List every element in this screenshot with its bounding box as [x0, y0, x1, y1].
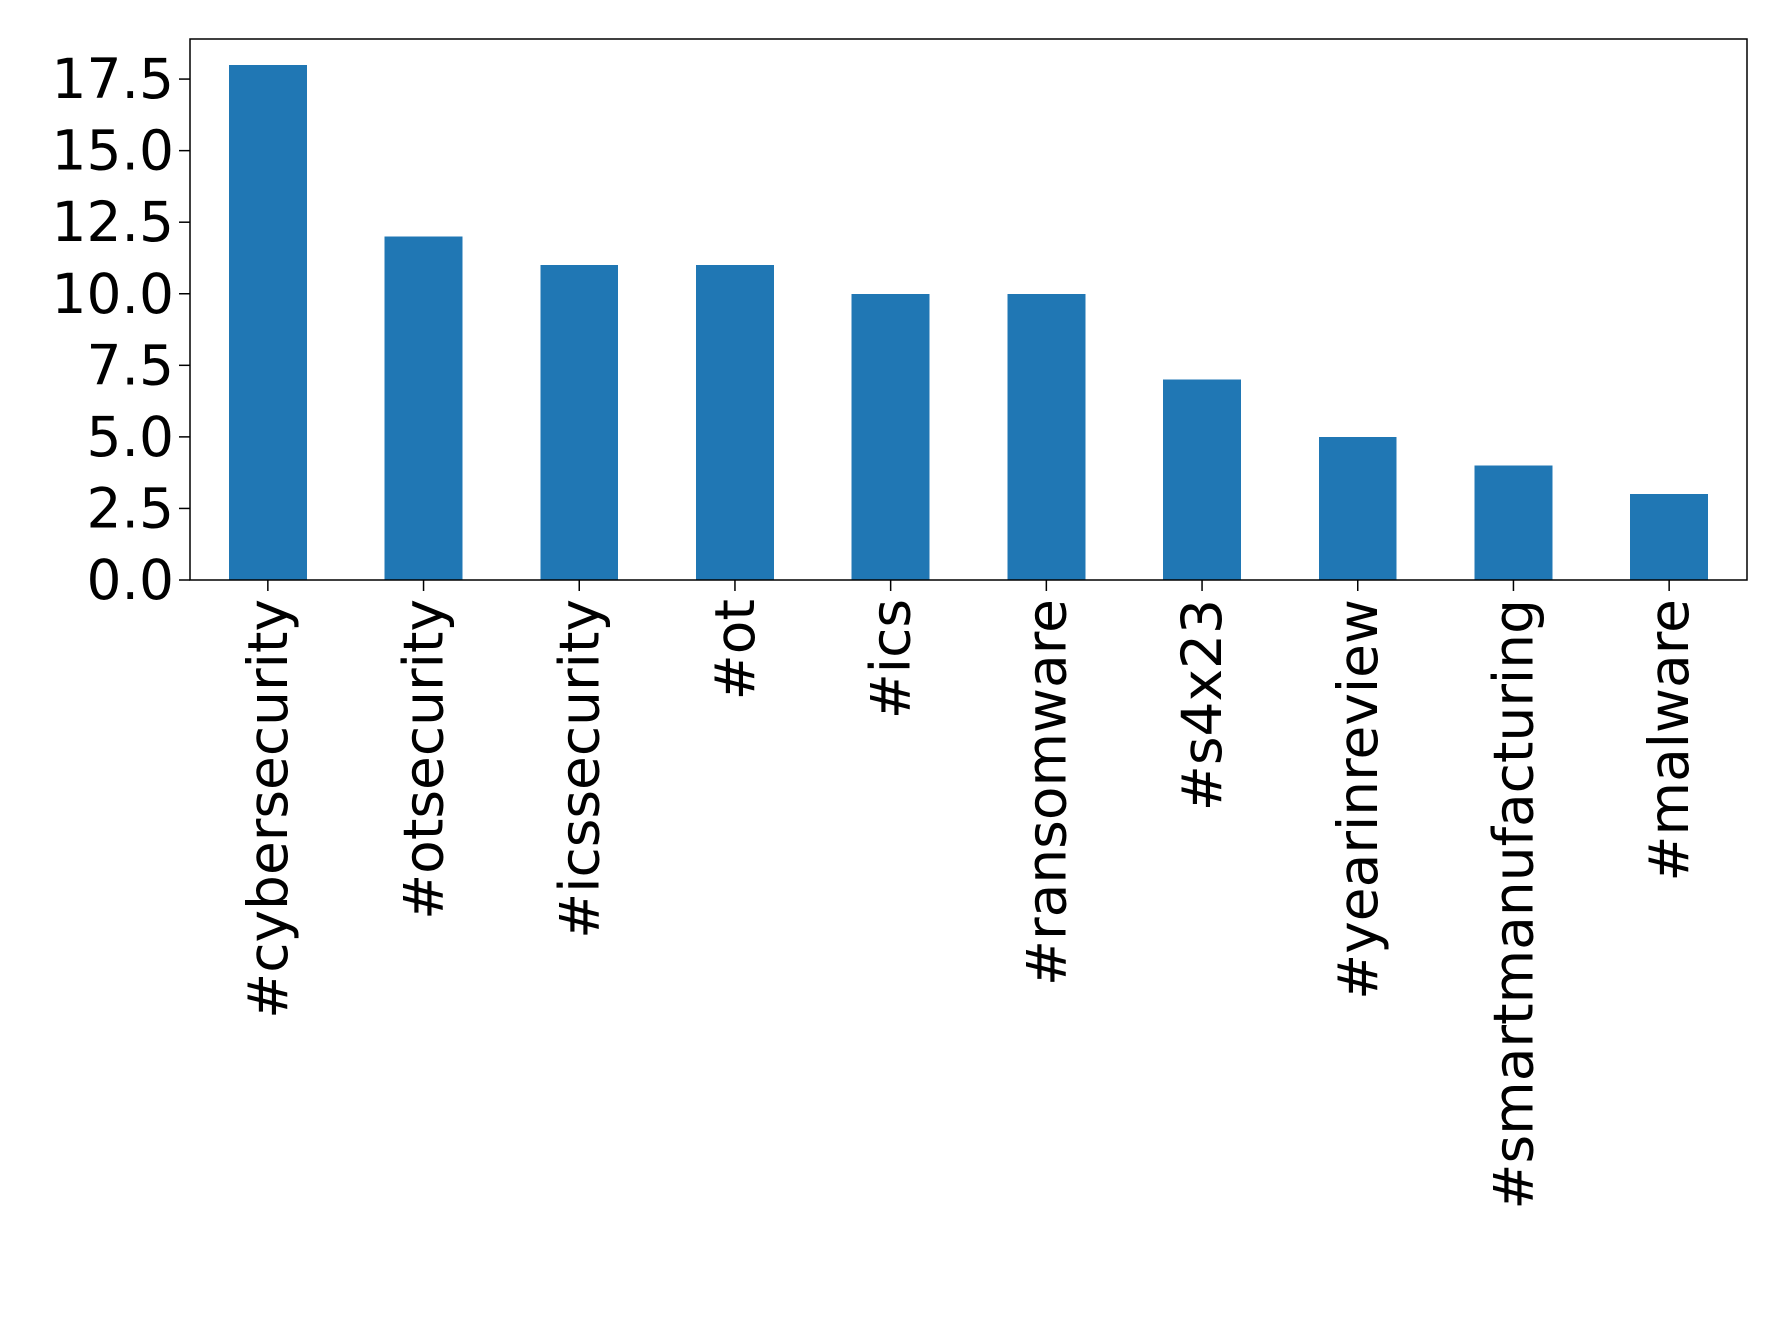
y-tick-label: 7.5 — [87, 333, 174, 397]
bar-malware — [1630, 494, 1709, 580]
bar-yearinreview — [1318, 436, 1397, 580]
x-tick-label: #smartmanufacturing — [1481, 599, 1545, 1210]
x-tick-label: #cybersecurity — [236, 599, 300, 1019]
y-axis: 0.0 2.5 5.0 7.5 10.0 12.5 15.0 17.5 — [52, 47, 190, 612]
y-tick-label: 0.0 — [87, 548, 174, 612]
y-tick-label: 10.0 — [52, 262, 174, 326]
bar-ics — [851, 293, 930, 580]
y-tick-label: 17.5 — [52, 47, 174, 111]
x-axis: #cybersecurity #otsecurity #icssecurity #ot… — [236, 580, 1701, 1210]
bar-s4x23 — [1163, 379, 1241, 580]
y-tick-label: 12.5 — [52, 190, 174, 254]
y-tick-label: 15.0 — [52, 119, 174, 183]
x-tick-label: #icssecurity — [547, 599, 611, 939]
plot-frame — [189, 38, 1748, 581]
bar-ot — [696, 265, 774, 580]
x-tick-label: #malware — [1637, 599, 1701, 882]
x-tick-label: #ransomware — [1014, 599, 1078, 986]
bar-smartmanufacturing — [1474, 465, 1553, 580]
bar-cybersecurity — [228, 64, 307, 580]
bars-layer — [228, 64, 1709, 580]
bar-icssecurity — [540, 265, 619, 580]
x-tick-label: #yearinreview — [1326, 599, 1390, 1000]
y-tick-label: 2.5 — [87, 476, 174, 540]
x-tick-label: #ics — [859, 599, 923, 719]
x-tick-label: #s4x23 — [1170, 599, 1234, 811]
x-tick-label: #ot — [703, 599, 767, 700]
x-tick-label: #otsecurity — [392, 599, 456, 920]
bar-ransomware — [1007, 293, 1086, 580]
bar-otsecurity — [384, 236, 463, 580]
y-tick-label: 5.0 — [87, 405, 174, 469]
